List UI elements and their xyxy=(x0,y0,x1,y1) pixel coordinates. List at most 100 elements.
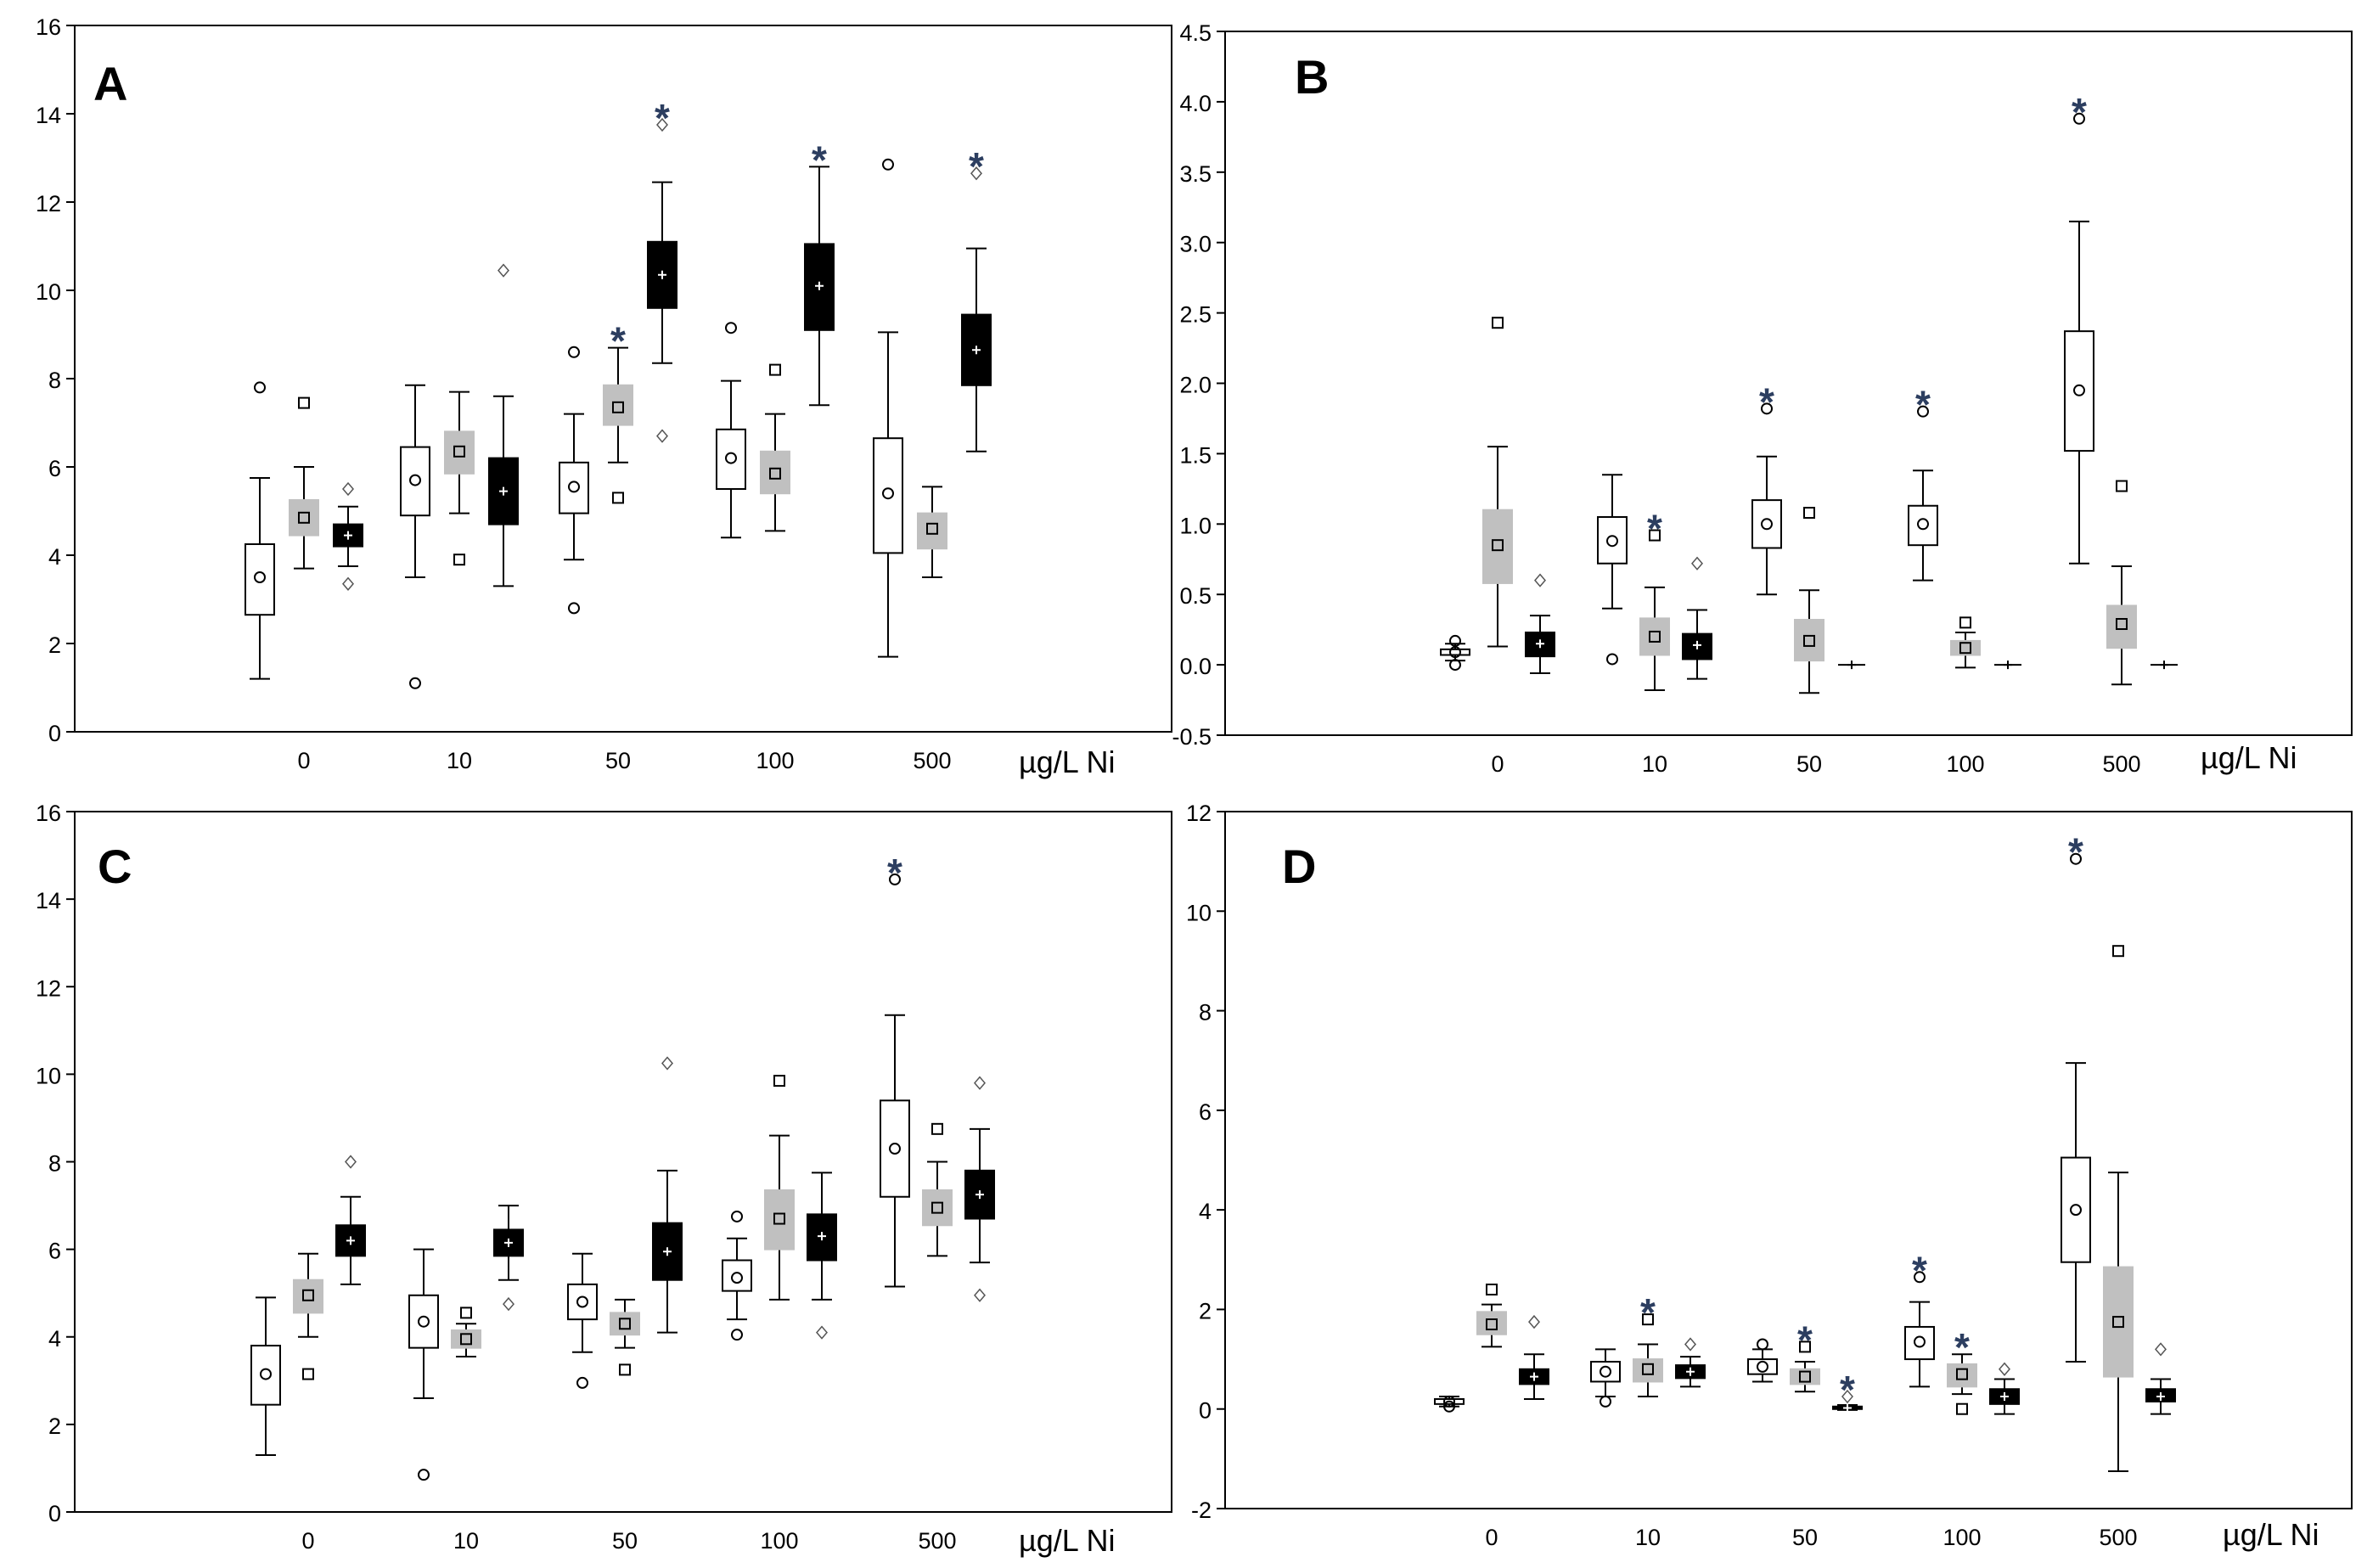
box-body xyxy=(917,512,947,550)
mean-marker xyxy=(975,1190,984,1200)
box-body xyxy=(250,1345,281,1406)
outlier-point xyxy=(2070,852,2082,865)
mean-marker xyxy=(2156,1392,2165,1402)
outlier-point xyxy=(619,1363,631,1376)
y-tick-label: 0 xyxy=(48,1501,61,1526)
significance-asterisk: * xyxy=(1647,507,1662,551)
box-C-black-100 xyxy=(807,1172,837,1340)
x-tick-labels-D: 0 10 50 100 500 xyxy=(1485,1525,2137,1550)
outlier-point xyxy=(1642,1313,1654,1326)
x-tick-label: 50 xyxy=(1796,751,1822,777)
box-body xyxy=(880,1099,910,1198)
significance-asterisk: * xyxy=(1954,1325,1970,1369)
mean-marker xyxy=(815,281,824,290)
mean-marker xyxy=(499,486,508,496)
y-tick-label: 16 xyxy=(36,14,61,40)
mean-marker xyxy=(1959,642,1971,655)
box-body xyxy=(1908,504,1938,547)
outlier-point xyxy=(298,396,310,409)
box-B-white-50: * xyxy=(1751,379,1782,596)
box-body xyxy=(293,1279,323,1314)
mean-marker xyxy=(409,474,421,486)
box-body xyxy=(1790,1368,1820,1385)
box-D-gray-100: * xyxy=(1947,1325,1977,1415)
y-tick-label: 2 xyxy=(48,1413,61,1439)
outlier-point xyxy=(974,1076,986,1090)
mean-marker xyxy=(773,1212,785,1225)
mean-marker xyxy=(2004,660,2012,670)
outlier-point xyxy=(1443,1400,1455,1413)
mean-marker xyxy=(658,270,666,279)
box-C-gray-50 xyxy=(610,1298,640,1376)
mean-marker xyxy=(1600,1365,1611,1378)
y-tick-label: 8 xyxy=(48,368,61,393)
box-C-black-10 xyxy=(493,1205,524,1312)
y-tick-label: 4 xyxy=(48,544,61,570)
panel-label-A: A xyxy=(93,57,127,110)
box-body xyxy=(1476,1311,1507,1335)
box-B-gray-100 xyxy=(1950,616,1981,669)
outlier-point xyxy=(612,492,624,504)
y-tick-label: 3.0 xyxy=(1179,232,1212,257)
mean-marker xyxy=(1761,518,1773,531)
y-tick-label: 12 xyxy=(36,191,61,216)
significance-asterisk: * xyxy=(2068,830,2083,874)
y-tick-label: 10 xyxy=(36,279,61,305)
box-A-gray-10 xyxy=(444,391,475,566)
box-A-black-0 xyxy=(333,481,363,591)
significance-asterisk: * xyxy=(887,851,902,895)
box-A-white-50 xyxy=(559,346,589,615)
x-tick-label: 10 xyxy=(447,748,472,773)
box-body xyxy=(408,1294,439,1349)
significance-asterisk: * xyxy=(1915,383,1931,427)
box-B-gray-10: * xyxy=(1639,507,1670,691)
box-C-gray-0 xyxy=(293,1252,323,1380)
box-body xyxy=(1794,619,1824,662)
box-C-white-0 xyxy=(250,1296,281,1456)
y-tick-label: 14 xyxy=(36,103,61,128)
outlier-point xyxy=(1649,529,1661,542)
box-C-gray-500 xyxy=(922,1122,953,1257)
outlier-point xyxy=(1761,402,1773,415)
box-body xyxy=(1597,516,1628,565)
box-marks-C: * xyxy=(66,811,1172,1513)
x-tick-label: 50 xyxy=(612,1528,638,1554)
x-tick-label: 500 xyxy=(918,1528,956,1554)
outlier-point xyxy=(342,576,354,591)
significance-asterisk: * xyxy=(655,96,670,140)
box-C-white-10 xyxy=(408,1248,439,1481)
y-tick-label: 4.0 xyxy=(1179,91,1212,116)
mean-marker xyxy=(725,452,737,464)
y-tick-label: 4.5 xyxy=(1179,20,1212,46)
box-D-black-10 xyxy=(1675,1337,1706,1388)
box-body xyxy=(1751,499,1782,549)
y-tick-label: -0.5 xyxy=(1172,724,1212,750)
y-tick-label: 10 xyxy=(36,1063,61,1088)
y-tick-label: 8 xyxy=(1199,1000,1212,1026)
y-tick-label: 12 xyxy=(1186,801,1212,826)
outlier-point xyxy=(661,1056,673,1071)
y-tick-label: 2 xyxy=(1199,1298,1212,1324)
mean-marker xyxy=(1799,1370,1811,1383)
y-tick-label: 12 xyxy=(36,975,61,1001)
box-C-white-500: * xyxy=(880,851,910,1288)
y-tick-labels-B: -0.5 0.0 0.5 1.0 1.5 2.0 2.5 3.0 3.5 4.0 4.5 xyxy=(1172,20,1212,750)
box-A-black-100: * xyxy=(804,138,835,407)
x-tick-labels-A: 0 10 50 100 500 xyxy=(297,748,951,773)
mean-marker xyxy=(344,531,352,540)
outlier-point xyxy=(345,1155,357,1169)
x-tick-label: 0 xyxy=(301,1528,314,1554)
outlier-point xyxy=(1799,1340,1811,1353)
significance-asterisk: * xyxy=(1640,1290,1656,1335)
mean-marker xyxy=(418,1315,430,1328)
outlier-point xyxy=(1757,1338,1768,1351)
x-tick-label: 10 xyxy=(1635,1525,1661,1550)
mean-marker xyxy=(1449,646,1461,659)
y-tick-label: -2 xyxy=(1191,1498,1212,1523)
outlier-point xyxy=(1691,556,1703,570)
outlier-point xyxy=(773,1075,785,1087)
outlier-point xyxy=(656,429,668,443)
box-A-white-500 xyxy=(873,158,903,658)
box-C-black-0 xyxy=(335,1155,366,1285)
